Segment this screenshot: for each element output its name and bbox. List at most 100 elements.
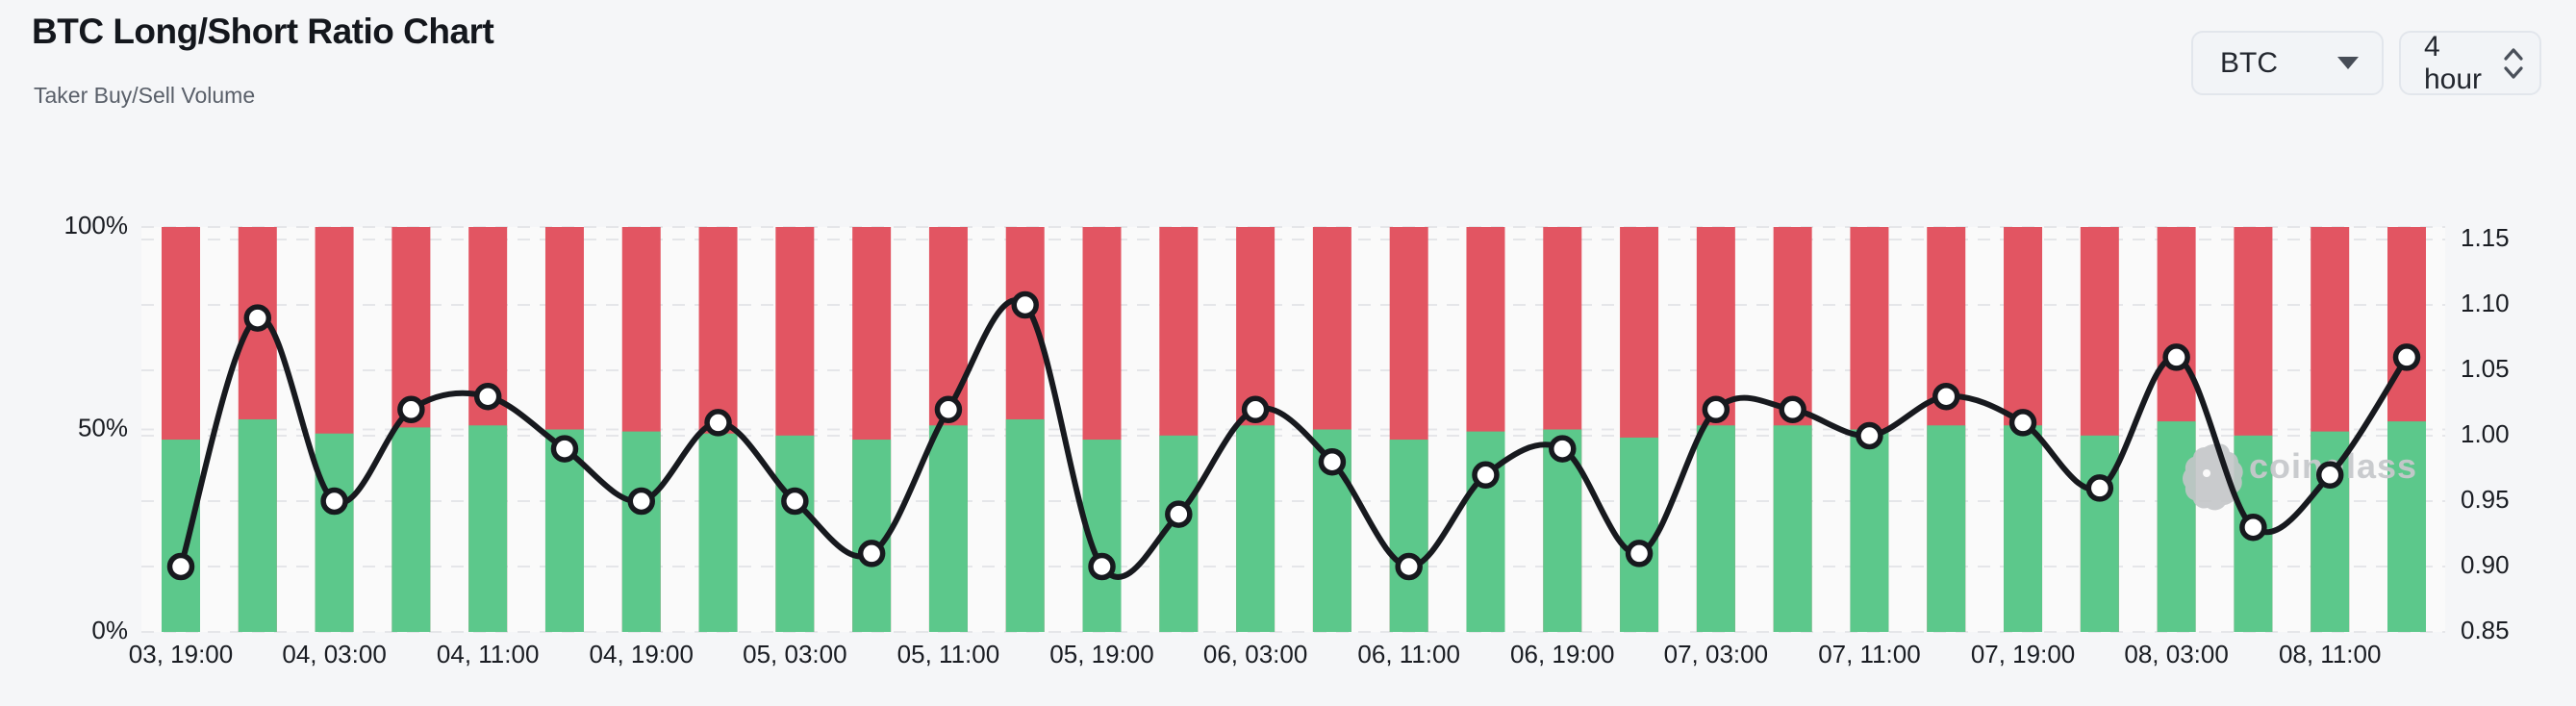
- bar-04, 03:00[interactable]: [315, 227, 354, 632]
- ratio-point-04, 07:00[interactable]: [397, 395, 425, 424]
- buy-bar-segment[interactable]: [1236, 425, 1275, 632]
- right-axis-tick: 0.90: [2461, 550, 2510, 579]
- chevron-down-icon: [2337, 57, 2359, 69]
- interval-select[interactable]: 4 hour: [2399, 31, 2541, 95]
- ratio-point-06, 19:00[interactable]: [1549, 435, 1577, 463]
- x-axis-tick: 06, 19:00: [1510, 640, 1614, 668]
- ratio-point-06, 11:00[interactable]: [1395, 552, 1423, 581]
- buy-bar-segment[interactable]: [2387, 421, 2426, 632]
- x-axis-tick: 08, 11:00: [2279, 640, 2382, 668]
- buy-bar-segment[interactable]: [698, 433, 738, 632]
- ratio-point-04, 23:00[interactable]: [704, 409, 732, 437]
- buy-bar-segment[interactable]: [775, 435, 815, 632]
- bar-07, 23:00[interactable]: [2080, 227, 2119, 632]
- ratio-point-07, 19:00[interactable]: [2008, 409, 2037, 437]
- ratio-point-04, 19:00[interactable]: [627, 487, 656, 516]
- ratio-point-05, 15:00[interactable]: [1011, 290, 1039, 319]
- buy-bar-segment[interactable]: [391, 427, 431, 632]
- ratio-point-08, 15:00[interactable]: [2392, 343, 2421, 371]
- buy-bar-segment[interactable]: [162, 440, 200, 632]
- ratio-point-04, 11:00[interactable]: [473, 382, 502, 411]
- bar-05, 23:00[interactable]: [1159, 227, 1199, 632]
- bar-08, 15:00[interactable]: [2387, 227, 2426, 632]
- ratio-point-05, 03:00[interactable]: [781, 487, 809, 516]
- bar-05, 15:00[interactable]: [1005, 227, 1045, 632]
- coinglass-logo-icon: [2183, 443, 2243, 511]
- ratio-point-08, 07:00[interactable]: [2239, 513, 2267, 542]
- buy-bar-segment[interactable]: [1005, 418, 1045, 632]
- buy-bar-segment[interactable]: [1927, 425, 1966, 632]
- ratio-point-06, 07:00[interactable]: [1318, 447, 1347, 476]
- buy-bar-segment[interactable]: [1850, 429, 1889, 633]
- ratio-point-03, 19:00[interactable]: [166, 552, 195, 581]
- bar-04, 07:00[interactable]: [391, 227, 431, 632]
- bar-04, 11:00[interactable]: [468, 227, 508, 632]
- buy-bar-segment[interactable]: [1696, 425, 1735, 632]
- symbol-select-value: BTC: [2220, 46, 2278, 79]
- bar-07, 19:00[interactable]: [2004, 227, 2043, 632]
- x-axis-tick: 05, 03:00: [743, 640, 846, 668]
- ratio-point-04, 15:00[interactable]: [550, 435, 579, 463]
- x-axis-tick: 04, 03:00: [282, 640, 386, 668]
- ratio-point-07, 03:00[interactable]: [1702, 395, 1730, 424]
- bar-06, 23:00[interactable]: [1620, 227, 1659, 632]
- ratio-point-07, 15:00[interactable]: [1932, 382, 1960, 411]
- buy-bar-segment[interactable]: [544, 429, 584, 633]
- buy-bar-segment[interactable]: [1389, 440, 1428, 632]
- bar-08, 07:00[interactable]: [2234, 227, 2273, 632]
- bar-04, 15:00[interactable]: [544, 227, 584, 633]
- right-axis-tick: 1.15: [2461, 223, 2510, 252]
- x-axis-tick: 08, 03:00: [2124, 640, 2228, 668]
- buy-bar-segment[interactable]: [315, 433, 354, 632]
- unfold-updown-icon: [2503, 45, 2524, 82]
- bar-08, 03:00[interactable]: [2157, 227, 2196, 632]
- ratio-point-08, 11:00[interactable]: [2315, 461, 2344, 490]
- right-axis-tick: 0.95: [2461, 485, 2510, 514]
- ratio-point-05, 19:00[interactable]: [1088, 552, 1116, 581]
- x-axis-tick: 07, 11:00: [1818, 640, 1921, 668]
- left-axis-tick: 0%: [91, 616, 128, 644]
- ratio-point-04, 03:00[interactable]: [320, 487, 348, 516]
- ratio-point-03, 23:00[interactable]: [243, 304, 272, 332]
- ratio-point-05, 07:00[interactable]: [857, 540, 886, 567]
- ratio-point-06, 15:00[interactable]: [1472, 461, 1500, 490]
- bar-07, 07:00[interactable]: [1773, 227, 1812, 632]
- x-axis-tick: 04, 11:00: [437, 640, 540, 668]
- bar-06, 07:00[interactable]: [1312, 227, 1351, 632]
- ratio-point-05, 11:00[interactable]: [934, 395, 963, 424]
- buy-bar-segment[interactable]: [1773, 425, 1812, 632]
- symbol-select[interactable]: BTC: [2191, 31, 2384, 95]
- bar-06, 15:00[interactable]: [1466, 227, 1505, 632]
- right-axis-tick: 0.85: [2461, 616, 2510, 644]
- ratio-point-08, 03:00[interactable]: [2162, 343, 2190, 371]
- buy-bar-segment[interactable]: [2157, 421, 2196, 632]
- buy-bar-segment[interactable]: [238, 418, 277, 632]
- bar-05, 07:00[interactable]: [852, 227, 892, 632]
- bar-03, 23:00[interactable]: [238, 227, 277, 632]
- bar-05, 11:00[interactable]: [928, 227, 968, 632]
- ratio-point-07, 07:00[interactable]: [1779, 395, 1806, 424]
- bar-07, 15:00[interactable]: [1927, 227, 1966, 632]
- left-axis-tick: 50%: [78, 413, 128, 441]
- buy-bar-segment[interactable]: [468, 425, 508, 632]
- bar-08, 11:00[interactable]: [2311, 227, 2350, 632]
- ratio-point-06, 23:00[interactable]: [1625, 540, 1654, 567]
- bar-06, 03:00[interactable]: [1236, 227, 1275, 632]
- ratio-point-05, 23:00[interactable]: [1165, 500, 1193, 528]
- bar-05, 03:00[interactable]: [775, 227, 815, 632]
- ratio-point-06, 03:00[interactable]: [1241, 395, 1270, 424]
- x-axis-tick: 05, 11:00: [897, 640, 1000, 668]
- buy-bar-segment[interactable]: [2080, 435, 2119, 632]
- bar-06, 19:00[interactable]: [1543, 227, 1582, 632]
- buy-bar-segment[interactable]: [621, 431, 661, 632]
- x-axis-tick: 04, 19:00: [590, 640, 694, 668]
- buy-bar-segment[interactable]: [2004, 425, 2043, 632]
- ratio-point-07, 23:00[interactable]: [2085, 474, 2114, 502]
- buy-bar-segment[interactable]: [928, 425, 968, 632]
- x-axis-tick: 03, 19:00: [129, 640, 233, 668]
- ratio-point-07, 11:00[interactable]: [1856, 421, 1883, 450]
- buy-bar-segment[interactable]: [1620, 437, 1659, 632]
- x-axis-tick: 06, 11:00: [1357, 640, 1460, 668]
- bar-04, 19:00[interactable]: [621, 227, 661, 632]
